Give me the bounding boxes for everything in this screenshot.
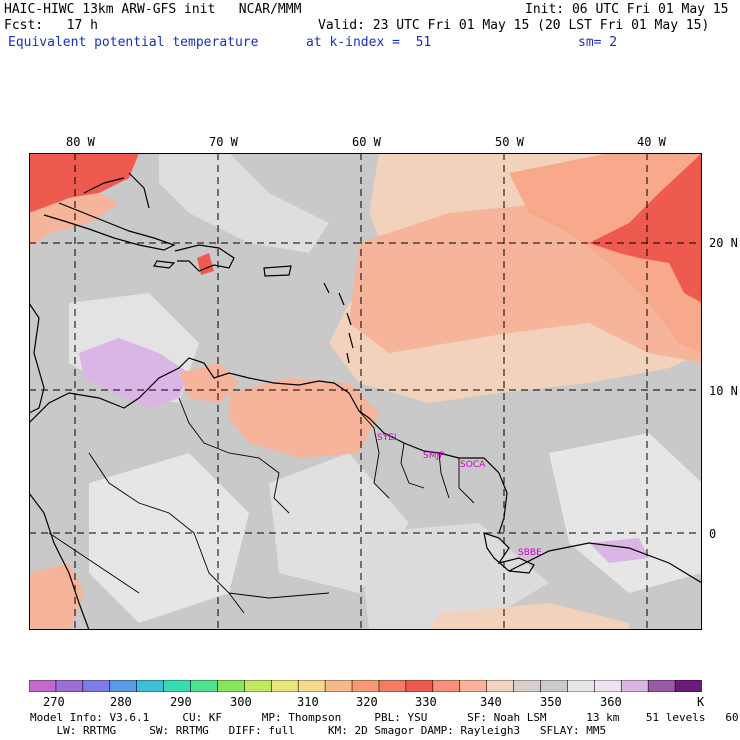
- field-region-345-nw: [29, 193, 119, 248]
- field-region-purple-se: [589, 538, 649, 563]
- colorbar-label: 360: [600, 695, 622, 709]
- colorbar-label: 280: [110, 695, 132, 709]
- field-region-light-6: [359, 523, 549, 630]
- lat-label: 20 N: [709, 236, 738, 250]
- colorbar-cell: [594, 680, 623, 692]
- field-region-330: [589, 153, 702, 303]
- station-label: SYEL: [377, 433, 399, 443]
- colorbar-cell: [244, 680, 273, 692]
- colorbar-unit: K: [697, 695, 705, 709]
- field-name: Equivalent potential temperature: [8, 35, 259, 50]
- colorbar-cell: [567, 680, 596, 692]
- lon-label: 50 W: [495, 135, 524, 149]
- colorbar-cell: [432, 680, 461, 692]
- coastlines: [29, 172, 702, 630]
- smoothing-info: sm= 2: [578, 35, 618, 50]
- colorbar: [29, 680, 702, 692]
- valid-time: Valid: 23 UTC Fri 01 May 15 (20 LST Fri …: [318, 18, 710, 33]
- colorbar-cell: [297, 680, 326, 692]
- colorbar-label: 320: [356, 695, 378, 709]
- lon-label: 40 W: [637, 135, 666, 149]
- colorbar-label: 310: [297, 695, 319, 709]
- field-region-orange-4: [429, 603, 629, 630]
- field-region-light-1: [159, 153, 329, 253]
- field-region-orange-3: [29, 563, 84, 630]
- theta-e-map: SYEL SMJP SOCA SBBE: [29, 153, 702, 630]
- lon-label: 70 W: [209, 135, 238, 149]
- field-region-light-3: [89, 453, 249, 623]
- lat-label: 0: [709, 527, 717, 541]
- model-title: HAIC-HIWC 13km ARW-GFS init NCAR/MMM: [4, 2, 302, 17]
- colorbar-cell: [324, 680, 353, 692]
- country-borders: [48, 397, 475, 614]
- station-label: SOCA: [460, 460, 486, 470]
- physics-info-line: LW: RRTMG SW: RRTMG DIFF: full KM: 2D Sm…: [30, 724, 607, 737]
- colorbar-cell: [217, 680, 246, 692]
- level-info: at k-index = 51: [306, 35, 432, 50]
- lon-label: 60 W: [352, 135, 381, 149]
- colorbar-cell: [29, 680, 57, 692]
- colorbar-cell: [82, 680, 111, 692]
- field-region-orange-2: [179, 363, 239, 403]
- station-label: SMJP: [423, 451, 445, 461]
- lat-label: 10 N: [709, 384, 738, 398]
- colorbar-cell: [351, 680, 380, 692]
- colorbar-cell: [378, 680, 407, 692]
- model-info-line: Model Info: V3.6.1 CU: KF MP: Thompson P…: [30, 711, 740, 724]
- colorbar-cell: [109, 680, 138, 692]
- colorbar-label: 270: [43, 695, 65, 709]
- colorbar-cell: [136, 680, 165, 692]
- forecast-hour: Fcst: 17 h: [4, 18, 98, 33]
- colorbar-cell: [540, 680, 569, 692]
- init-time: Init: 06 UTC Fri 01 May 15: [525, 2, 729, 17]
- stations: SYEL SMJP SOCA SBBE: [377, 433, 542, 558]
- colorbar-cell: [459, 680, 488, 692]
- colorbar-cell: [486, 680, 515, 692]
- colorbar-label: 330: [415, 695, 437, 709]
- colorbar-cell: [163, 680, 192, 692]
- colorbar-cell: [270, 680, 299, 692]
- colorbar-label: 340: [480, 695, 502, 709]
- field-region-330-nw: [29, 153, 139, 223]
- colorbar-cell: [405, 680, 434, 692]
- colorbar-label: 300: [230, 695, 252, 709]
- colorbar-cell: [647, 680, 676, 692]
- field-region-light-5: [549, 433, 702, 593]
- station-label: SBBE: [518, 548, 542, 558]
- colorbar-cell: [513, 680, 542, 692]
- field-region-orange-1: [229, 378, 379, 458]
- colorbar-cell: [674, 680, 702, 692]
- colorbar-cell: [55, 680, 84, 692]
- colorbar-label: 350: [540, 695, 562, 709]
- colorbar-label: 290: [170, 695, 192, 709]
- lon-label: 80 W: [66, 135, 95, 149]
- colorbar-cell: [620, 680, 649, 692]
- colorbar-cell: [190, 680, 219, 692]
